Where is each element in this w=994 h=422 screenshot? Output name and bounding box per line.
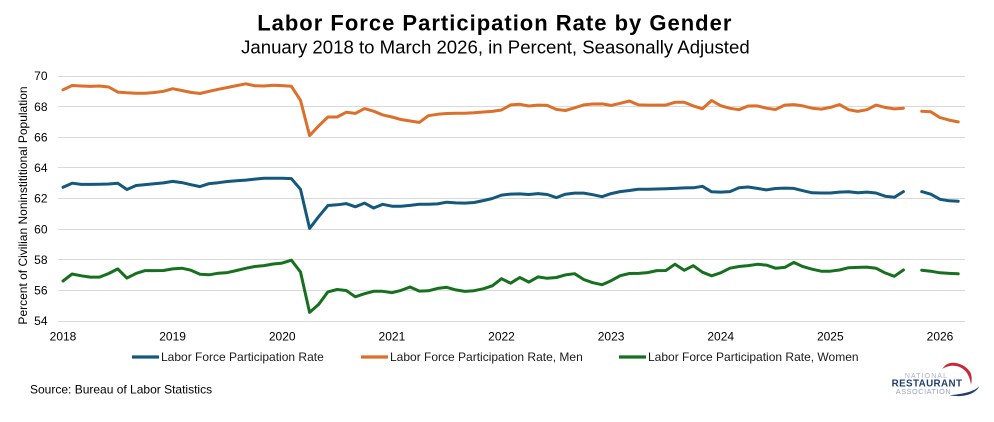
svg-text:2020: 2020 [269,330,296,344]
svg-text:2018: 2018 [50,330,77,344]
svg-text:54: 54 [34,314,48,328]
svg-text:62: 62 [34,192,48,206]
svg-text:68: 68 [34,100,48,114]
svg-text:70: 70 [34,69,48,83]
svg-text:2019: 2019 [159,330,186,344]
svg-text:RESTAURANT: RESTAURANT [892,379,963,390]
svg-text:Labor Force Participation Rate: Labor Force Participation Rate [161,350,324,364]
svg-text:2024: 2024 [707,330,734,344]
svg-text:NATIONAL: NATIONAL [905,373,948,380]
svg-text:2026: 2026 [927,330,954,344]
svg-text:60: 60 [34,222,48,236]
svg-text:56: 56 [34,284,48,298]
svg-text:2025: 2025 [817,330,844,344]
svg-text:2021: 2021 [379,330,406,344]
svg-text:Labor Force Participation Rate: Labor Force Participation Rate, Men [390,350,583,364]
svg-text:Percent of Civilian Noninstiti: Percent of Civilian Noninstititional Pop… [16,86,30,324]
svg-text:Labor Force Participation Rate: Labor Force Participation Rate, Women [648,350,859,364]
svg-text:66: 66 [34,130,48,144]
svg-text:ASSOCIATION: ASSOCIATION [896,387,951,396]
svg-text:Labor Force Participation Rate: Labor Force Participation Rate by Gender [257,11,732,36]
svg-text:Source: Bureau of Labor Statis: Source: Bureau of Labor Statistics [30,383,212,397]
svg-text:58: 58 [34,253,48,267]
svg-text:2022: 2022 [488,330,515,344]
svg-text:January 2018 to March 2026, in: January 2018 to March 2026, in Percent, … [241,36,750,57]
svg-text:64: 64 [34,161,48,175]
svg-text:2023: 2023 [598,330,625,344]
